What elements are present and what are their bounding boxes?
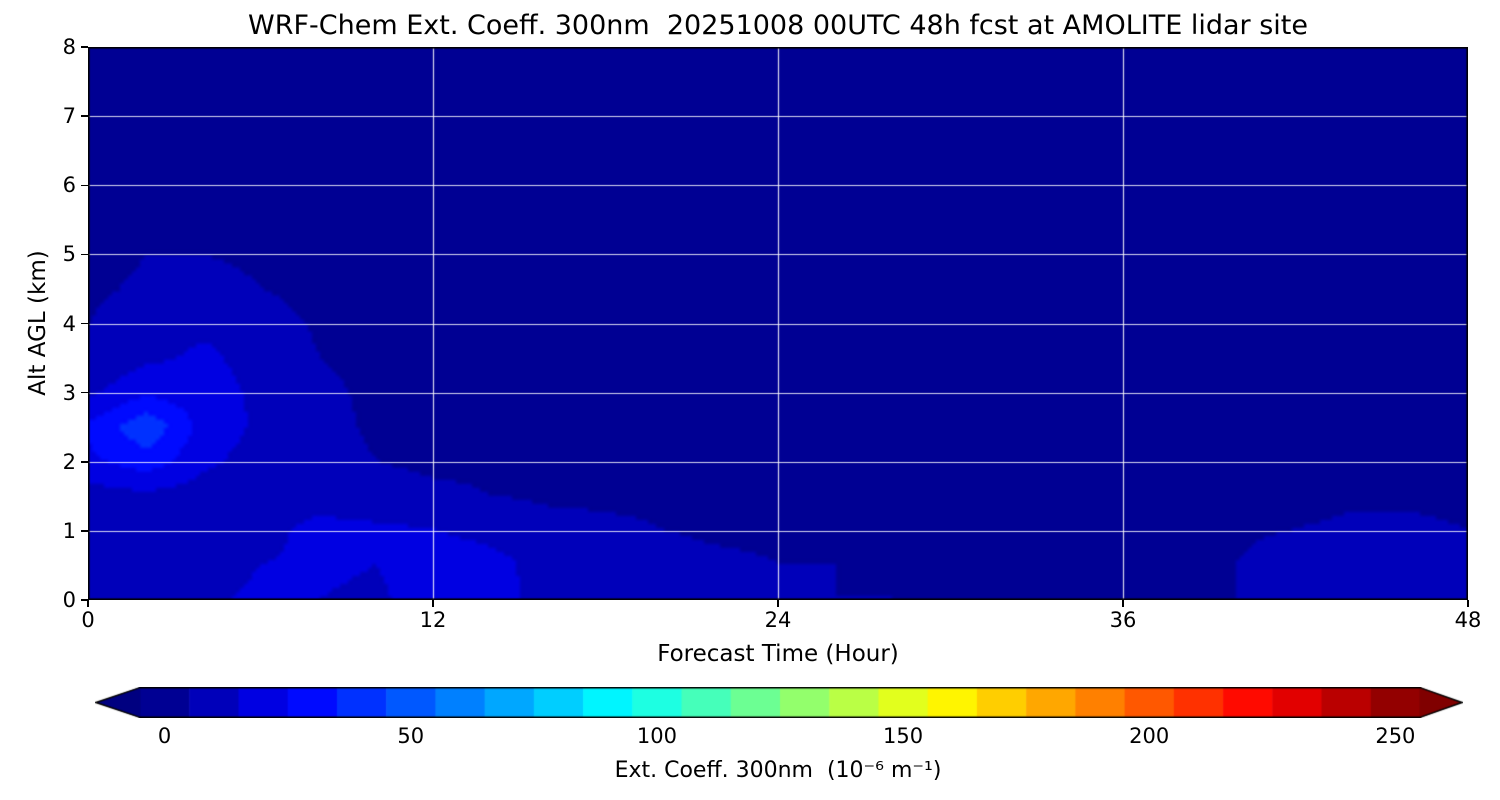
colorbar-tick-label: 50 xyxy=(397,724,425,748)
chart-title: WRF-Chem Ext. Coeff. 300nm 20251008 00UT… xyxy=(248,10,1308,41)
y-tick-mark xyxy=(81,115,88,117)
colorbar-tick-label: 0 xyxy=(157,724,172,748)
y-tick-mark xyxy=(81,184,88,186)
y-tick-label: 7 xyxy=(62,104,76,129)
y-tick-label: 1 xyxy=(62,518,76,543)
x-tick-label: 36 xyxy=(1109,608,1137,632)
y-tick-mark xyxy=(81,322,88,325)
y-tick-label: 2 xyxy=(62,449,76,474)
y-tick-mark xyxy=(81,391,88,394)
x-tick-label: 48 xyxy=(1454,608,1482,632)
y-tick-label: 4 xyxy=(62,311,76,336)
y-tick-label: 5 xyxy=(62,242,76,267)
x-tick-mark xyxy=(87,600,89,607)
x-tick-mark xyxy=(1122,600,1124,607)
y-tick-mark xyxy=(81,599,88,601)
colorbar-tick-label: 200 xyxy=(1129,724,1170,748)
y-tick-label: 0 xyxy=(62,588,76,612)
x-tick-mark xyxy=(1467,600,1469,607)
y-tick-label: 8 xyxy=(62,35,76,59)
y-tick-mark xyxy=(81,253,88,256)
heatmap-canvas xyxy=(88,47,1468,600)
colorbar-tick-label: 150 xyxy=(883,724,924,748)
x-tick-label: 24 xyxy=(764,608,792,632)
y-tick-mark xyxy=(81,530,88,532)
x-tick-label: 0 xyxy=(81,608,95,632)
y-tick-label: 3 xyxy=(62,380,76,405)
x-tick-mark xyxy=(432,600,434,607)
colorbar-label: Ext. Coeff. 300nm (10⁻⁶ m⁻¹) xyxy=(614,758,942,783)
colorbar-tick-label: 100 xyxy=(636,724,677,748)
y-tick-mark xyxy=(81,46,88,48)
y-tick-label: 6 xyxy=(62,173,76,198)
x-tick-mark xyxy=(777,600,779,607)
colorbar-tick-label: 250 xyxy=(1375,724,1416,748)
y-tick-mark xyxy=(81,461,88,463)
x-tick-label: 12 xyxy=(419,608,447,632)
x-axis-label: Forecast Time (Hour) xyxy=(657,641,899,667)
colorbar-canvas xyxy=(95,687,1463,718)
